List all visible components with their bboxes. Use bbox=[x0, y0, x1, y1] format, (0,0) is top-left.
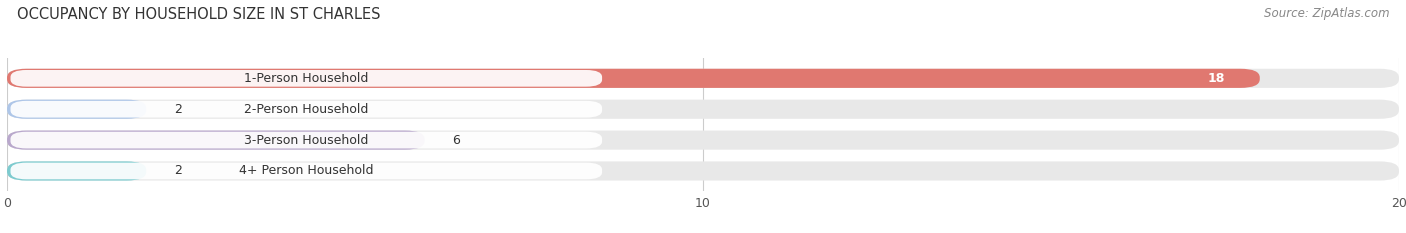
Text: OCCUPANCY BY HOUSEHOLD SIZE IN ST CHARLES: OCCUPANCY BY HOUSEHOLD SIZE IN ST CHARLE… bbox=[17, 7, 381, 22]
Text: 18: 18 bbox=[1208, 72, 1225, 85]
Text: 1-Person Household: 1-Person Household bbox=[245, 72, 368, 85]
FancyBboxPatch shape bbox=[10, 132, 602, 148]
FancyBboxPatch shape bbox=[10, 163, 602, 179]
FancyBboxPatch shape bbox=[7, 130, 425, 150]
FancyBboxPatch shape bbox=[10, 101, 602, 118]
Text: Source: ZipAtlas.com: Source: ZipAtlas.com bbox=[1264, 7, 1389, 20]
Text: 4+ Person Household: 4+ Person Household bbox=[239, 164, 374, 178]
FancyBboxPatch shape bbox=[10, 70, 602, 87]
FancyBboxPatch shape bbox=[7, 100, 1399, 119]
FancyBboxPatch shape bbox=[7, 161, 146, 181]
Text: 6: 6 bbox=[453, 134, 460, 147]
FancyBboxPatch shape bbox=[7, 100, 146, 119]
FancyBboxPatch shape bbox=[7, 161, 1399, 181]
Text: 2-Person Household: 2-Person Household bbox=[245, 103, 368, 116]
Text: 2: 2 bbox=[174, 103, 181, 116]
FancyBboxPatch shape bbox=[7, 69, 1399, 88]
Text: 3-Person Household: 3-Person Household bbox=[245, 134, 368, 147]
Text: 2: 2 bbox=[174, 164, 181, 178]
FancyBboxPatch shape bbox=[7, 69, 1260, 88]
FancyBboxPatch shape bbox=[7, 130, 1399, 150]
